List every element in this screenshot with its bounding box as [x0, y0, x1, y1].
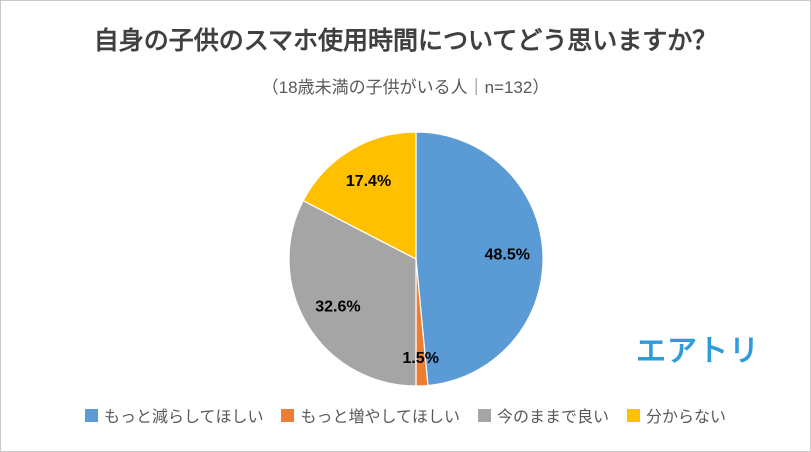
- legend-swatch-icon: [84, 408, 98, 422]
- legend-item-4: 分からない: [627, 403, 726, 427]
- legend-swatch-icon: [478, 408, 492, 422]
- legend-swatch-icon: [627, 408, 641, 422]
- pie-slice-1: [415, 131, 544, 387]
- legend-swatch-icon: [281, 408, 295, 422]
- pie-data-label-3: 32.6%: [315, 299, 360, 316]
- legend-item-3: 今のままで良い: [478, 403, 609, 427]
- legend-label: もっと増やしてほしい: [300, 409, 461, 426]
- brand-logo: エアトリ: [636, 335, 760, 368]
- legend-label: 今のままで良い: [497, 409, 610, 426]
- pie-slice-3: [288, 199, 417, 387]
- chart-title: 自身の子供のスマホ使用時間についてどう思いますか？: [93, 27, 718, 55]
- legend: もっと減らしてほしい もっと増やしてほしい 今のままで良い 分からない: [1, 403, 810, 427]
- pie-data-label-4: 17.4%: [346, 173, 391, 190]
- legend-label: 分からない: [646, 409, 727, 426]
- pie-chart-svg: 48.5% 1.5% 32.6% 17.4%: [288, 131, 544, 387]
- pie-data-label-2: 1.5%: [402, 350, 438, 367]
- legend-item-1: もっと減らしてほしい: [84, 403, 264, 427]
- chart-subtitle: （18歳未満の子供がいる人｜n=132）: [261, 78, 550, 97]
- pie-slice-4: [302, 131, 417, 260]
- legend-label: もっと減らしてほしい: [103, 409, 264, 426]
- pie-data-label-1: 48.5%: [485, 247, 530, 264]
- pie-chart: 48.5% 1.5% 32.6% 17.4%: [281, 124, 551, 394]
- legend-item-2: もっと増やしてほしい: [281, 403, 460, 427]
